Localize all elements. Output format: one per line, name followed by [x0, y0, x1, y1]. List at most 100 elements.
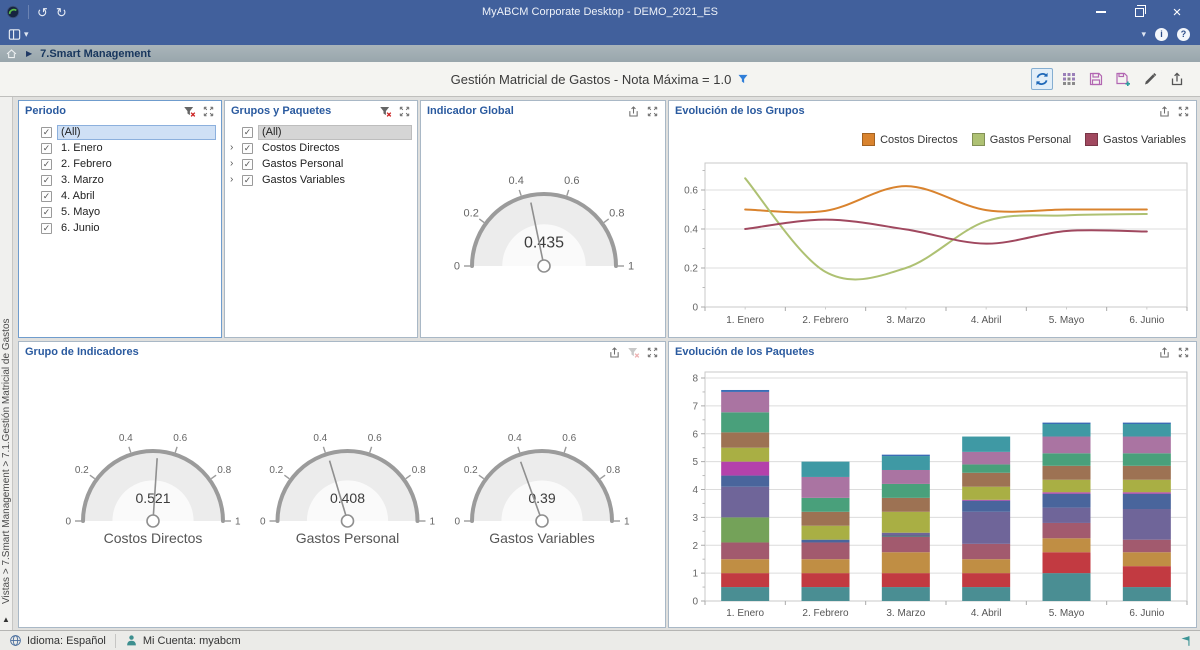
undo-icon[interactable]: ↺: [37, 6, 48, 19]
checklist-item[interactable]: ✓ 6. Junio: [19, 220, 221, 236]
svg-text:0.4: 0.4: [509, 175, 524, 187]
language-status[interactable]: Idioma: Español: [0, 631, 115, 650]
checklist-item[interactable]: ›✓Costos Directos: [225, 140, 417, 156]
toolbar: ▾ ▾ i ?: [0, 24, 1200, 45]
chevron-down-icon[interactable]: ▾: [1141, 30, 1146, 39]
svg-text:2. Febrero: 2. Febrero: [802, 315, 849, 326]
svg-text:0.4: 0.4: [508, 433, 522, 444]
clear-filter-icon[interactable]: [379, 105, 392, 118]
checklist-label: 5. Mayo: [57, 205, 216, 220]
checklist-item[interactable]: ›✓ Gastos Variables: [225, 172, 417, 188]
checkbox[interactable]: ✓: [41, 223, 52, 234]
panel-title: Evolución de los Paquetes: [675, 346, 1158, 358]
svg-text:4: 4: [692, 485, 698, 496]
main-area: Vistas > 7.Smart Management > 7.1.Gestió…: [0, 97, 1200, 630]
checklist-item[interactable]: ✓ 2. Febrero: [19, 156, 221, 172]
svg-text:0.6: 0.6: [562, 433, 576, 444]
panel-grupos-paquetes: Grupos y Paquetes ✓(All)›✓Costos Directo…: [224, 100, 418, 338]
checkbox[interactable]: ✓: [41, 127, 52, 138]
svg-text:8: 8: [692, 374, 698, 385]
svg-text:1. Enero: 1. Enero: [726, 315, 764, 326]
checkbox[interactable]: ✓: [41, 207, 52, 218]
expand-panel-icon[interactable]: [646, 105, 659, 118]
save-as-button[interactable]: [1112, 68, 1134, 90]
panel-title: Grupo de Indicadores: [25, 346, 608, 358]
svg-text:0.4: 0.4: [119, 433, 133, 444]
checklist-item[interactable]: ›✓Gastos Personal: [225, 156, 417, 172]
expand-chevron-icon[interactable]: ›: [230, 159, 242, 169]
save-button[interactable]: [1085, 68, 1107, 90]
restore-button[interactable]: [1132, 5, 1146, 19]
export-panel-icon[interactable]: [1158, 105, 1171, 118]
window-title: MyABCM Corporate Desktop - DEMO_2021_ES: [482, 6, 718, 18]
checklist-item[interactable]: ✓4. Abril: [19, 188, 221, 204]
minimize-button[interactable]: [1094, 5, 1108, 19]
checklist-label: Gastos Variables: [258, 173, 412, 188]
checkbox[interactable]: ✓: [242, 159, 253, 170]
side-nav-collapse-icon[interactable]: ▲: [2, 616, 10, 624]
svg-text:3. Marzo: 3. Marzo: [886, 315, 925, 326]
person-icon: [125, 634, 138, 647]
checkbox[interactable]: ✓: [41, 175, 52, 186]
export-panel-icon[interactable]: [627, 105, 640, 118]
svg-text:5. Mayo: 5. Mayo: [1049, 608, 1085, 619]
layout-panels-icon[interactable]: [7, 27, 22, 42]
app-logo-icon: [6, 5, 20, 19]
redo-icon[interactable]: ↻: [56, 6, 67, 19]
checklist-item[interactable]: ✓(All): [19, 124, 221, 140]
edit-button[interactable]: [1139, 68, 1161, 90]
export-button[interactable]: [1166, 68, 1188, 90]
svg-text:0: 0: [65, 517, 71, 528]
checkbox[interactable]: ✓: [41, 143, 52, 154]
side-nav-path: Vistas > 7.Smart Management > 7.1.Gestió…: [0, 124, 13, 604]
side-nav-collapsed[interactable]: Vistas > 7.Smart Management > 7.1.Gestió…: [0, 97, 13, 630]
panel-title: Evolución de los Grupos: [675, 105, 1158, 117]
view-filter-icon[interactable]: [737, 73, 749, 85]
expand-panel-icon[interactable]: [646, 346, 659, 359]
global-gauge-chart: 0.20.40.60.8010.435: [422, 121, 664, 337]
svg-text:0.4: 0.4: [313, 433, 327, 444]
expand-panel-icon[interactable]: [1177, 346, 1190, 359]
checkbox[interactable]: ✓: [242, 175, 253, 186]
account-status[interactable]: Mi Cuenta: myabcm: [116, 631, 250, 650]
notification-flag[interactable]: [1178, 634, 1200, 648]
export-panel-icon[interactable]: [608, 346, 621, 359]
layout-dropdown-icon[interactable]: ▾: [24, 30, 29, 39]
grid-view-button[interactable]: [1058, 68, 1080, 90]
account-label: Mi Cuenta: myabcm: [143, 635, 241, 647]
svg-text:1: 1: [692, 569, 698, 580]
help-icon[interactable]: ?: [1177, 28, 1190, 41]
checklist-label: 6. Junio: [57, 221, 216, 236]
clear-filter-icon[interactable]: [627, 346, 640, 359]
expand-panel-icon[interactable]: [398, 105, 411, 118]
svg-text:1: 1: [430, 517, 436, 528]
breadcrumb-label[interactable]: 7.Smart Management: [40, 48, 151, 60]
packages-bar-chart: 0123456781. Enero2. Febrero3. Marzo4. Ab…: [670, 362, 1197, 627]
checklist-item[interactable]: ✓ 5. Mayo: [19, 204, 221, 220]
close-button[interactable]: ×: [1170, 5, 1184, 19]
checklist-item[interactable]: ✓ (All): [225, 124, 417, 140]
checklist-label: 2. Febrero: [57, 157, 216, 172]
expand-panel-icon[interactable]: [202, 105, 215, 118]
info-icon[interactable]: i: [1155, 28, 1168, 41]
expand-chevron-icon[interactable]: ›: [230, 143, 242, 153]
checklist-item[interactable]: ✓1. Enero: [19, 140, 221, 156]
checkbox[interactable]: ✓: [242, 127, 253, 138]
checklist-item[interactable]: ✓3. Marzo: [19, 172, 221, 188]
expand-panel-icon[interactable]: [1177, 105, 1190, 118]
svg-text:1: 1: [628, 261, 634, 273]
svg-text:0: 0: [454, 517, 460, 528]
expand-chevron-icon[interactable]: ›: [230, 175, 242, 185]
status-bar: Idioma: Español Mi Cuenta: myabcm: [0, 630, 1200, 650]
checkbox[interactable]: ✓: [41, 191, 52, 202]
checklist-label: (All): [258, 125, 412, 140]
checkbox[interactable]: ✓: [242, 143, 253, 154]
refresh-button[interactable]: [1031, 68, 1053, 90]
clear-filter-icon[interactable]: [183, 105, 196, 118]
home-icon[interactable]: [5, 47, 18, 60]
svg-text:0.2: 0.2: [684, 264, 698, 275]
export-panel-icon[interactable]: [1158, 346, 1171, 359]
checkbox[interactable]: ✓: [41, 159, 52, 170]
svg-text:0.2: 0.2: [75, 465, 89, 476]
svg-text:3: 3: [692, 513, 698, 524]
